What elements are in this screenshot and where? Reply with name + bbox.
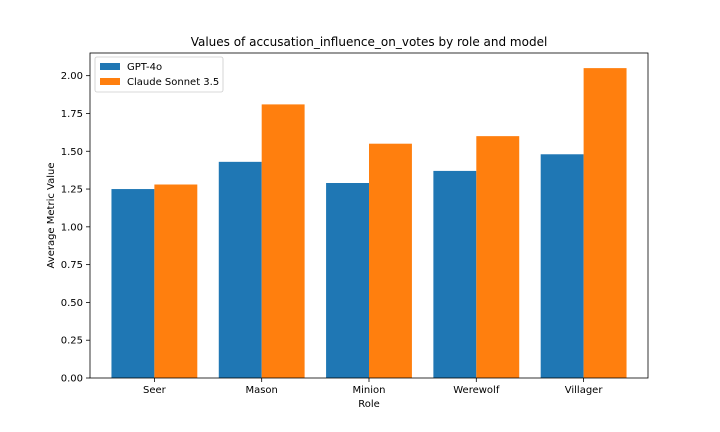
y-tick-label: 2.00 xyxy=(61,71,83,82)
y-tick-label: 1.50 xyxy=(61,147,83,158)
chart-title: Values of accusation_influence_on_votes … xyxy=(191,35,548,49)
y-axis-label: Average Metric Value xyxy=(46,163,57,269)
y-tick-label: 0.50 xyxy=(61,298,83,309)
y-tick-label: 0.75 xyxy=(61,260,83,271)
legend-label-series-2: Claude Sonnet 3.5 xyxy=(127,77,219,88)
bar-mason-series-1 xyxy=(218,161,262,378)
y-tick-label: 0.00 xyxy=(61,374,83,385)
bar-werewolf-series-1 xyxy=(433,170,477,378)
bar-seer-series-2 xyxy=(154,184,198,378)
y-tick-label: 1.00 xyxy=(61,222,83,233)
legend: GPT-4o Claude Sonnet 3.5 xyxy=(94,56,224,93)
x-tick-label-seer: Seer xyxy=(143,385,167,396)
x-tick-label-villager: Villager xyxy=(565,385,604,396)
bar-mason-series-2 xyxy=(261,104,305,379)
x-axis: Seer Mason Minion Werewolf Villager xyxy=(143,378,603,396)
x-tick-label-minion: Minion xyxy=(353,385,386,396)
legend-label-series-1: GPT-4o xyxy=(127,62,162,73)
x-tick-label-mason: Mason xyxy=(245,385,277,396)
y-tick-label: 1.75 xyxy=(61,109,83,120)
bar-werewolf-series-2 xyxy=(476,136,520,378)
x-axis-label: Role xyxy=(358,399,380,410)
legend-box xyxy=(94,56,224,93)
y-tick-label: 0.25 xyxy=(61,336,83,347)
x-tick-label-werewolf: Werewolf xyxy=(453,385,500,396)
bar-villager-series-1 xyxy=(540,154,584,378)
bar-minion-series-2 xyxy=(369,143,412,378)
bars-layer xyxy=(111,68,627,379)
y-axis: 0.00 0.25 0.50 0.75 1.00 1.25 1.50 1.75 2.00 xyxy=(61,71,90,385)
legend-swatch-series-2 xyxy=(100,78,120,85)
bar-villager-series-2 xyxy=(583,68,627,379)
bar-minion-series-1 xyxy=(326,183,369,378)
y-tick-label: 1.25 xyxy=(61,185,83,196)
legend-swatch-series-1 xyxy=(100,63,120,70)
bar-seer-series-1 xyxy=(111,189,155,378)
